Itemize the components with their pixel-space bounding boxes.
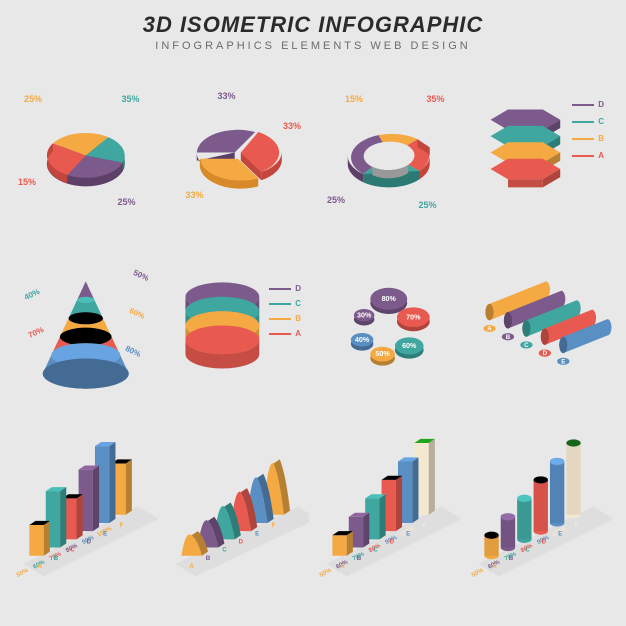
svg-text:F: F bbox=[423, 522, 427, 529]
svg-text:F: F bbox=[120, 522, 124, 529]
svg-text:50%: 50% bbox=[318, 567, 333, 579]
donut-label-3: 25% bbox=[327, 195, 345, 205]
svg-text:D: D bbox=[541, 538, 546, 545]
cyl-legend-D: D bbox=[295, 284, 301, 293]
cylinder-bars: F100%E90%D80%C70%B60%A50% bbox=[469, 420, 613, 610]
svg-text:E: E bbox=[406, 530, 410, 537]
donut-chart: 15% 35% 25% 25% bbox=[317, 66, 461, 235]
pie1-label-3: 15% bbox=[18, 177, 36, 187]
header: 3D ISOMETRIC INFOGRAPHIC INFOGRAPHICS EL… bbox=[0, 0, 626, 56]
main-title: 3D ISOMETRIC INFOGRAPHIC bbox=[0, 12, 626, 38]
svg-text:50%: 50% bbox=[375, 350, 390, 358]
pie2-label-1: 33% bbox=[283, 121, 301, 131]
svg-text:A: A bbox=[37, 563, 42, 570]
svg-text:B: B bbox=[357, 555, 362, 562]
donut-label-0: 15% bbox=[345, 94, 363, 104]
pie2-label-2: 33% bbox=[186, 190, 204, 200]
svg-text:A: A bbox=[340, 563, 345, 570]
svg-text:B: B bbox=[205, 555, 210, 562]
pie2-label-0: 33% bbox=[218, 91, 236, 101]
cyl-legend-B: B bbox=[295, 314, 301, 323]
svg-text:C: C bbox=[222, 547, 227, 554]
horizontal-tubes: A B C D E bbox=[469, 243, 613, 412]
svg-text:B: B bbox=[505, 334, 510, 341]
svg-text:B: B bbox=[508, 555, 513, 562]
svg-text:70%: 70% bbox=[406, 313, 421, 321]
svg-text:E: E bbox=[255, 530, 259, 537]
pie1-label-2: 25% bbox=[117, 197, 135, 207]
hex-legend-D: D bbox=[598, 100, 604, 109]
svg-text:60%: 60% bbox=[402, 342, 417, 350]
steps-3d: F100%E90%D80%C70%B60%A50% bbox=[317, 420, 461, 610]
donut-label-2: 25% bbox=[418, 200, 436, 210]
svg-text:50%: 50% bbox=[15, 567, 30, 579]
svg-text:A: A bbox=[487, 326, 492, 333]
hex-legend-C: C bbox=[598, 117, 604, 126]
svg-text:E: E bbox=[558, 530, 562, 537]
svg-text:C: C bbox=[70, 547, 75, 554]
svg-text:C: C bbox=[525, 547, 530, 554]
pie-chart-2: 33% 33% 33% bbox=[166, 66, 310, 235]
cone-chart: 50%40%60%70%80% bbox=[14, 243, 158, 412]
pie1-label-0: 25% bbox=[24, 94, 42, 104]
svg-text:D: D bbox=[87, 538, 92, 545]
cyl-legend-C: C bbox=[295, 299, 301, 308]
svg-text:B: B bbox=[54, 555, 59, 562]
subtitle: INFOGRAPHICS ELEMENTS WEB DESIGN bbox=[0, 40, 626, 52]
svg-text:D: D bbox=[542, 350, 547, 357]
cyl-legend-A: A bbox=[295, 329, 301, 338]
waves-3d: F E D C B A bbox=[166, 420, 310, 610]
svg-text:50%: 50% bbox=[470, 567, 485, 579]
svg-text:80%: 80% bbox=[382, 295, 397, 303]
svg-text:30%: 30% bbox=[357, 311, 372, 319]
svg-text:E: E bbox=[561, 358, 565, 365]
hex-legend-B: B bbox=[598, 134, 604, 143]
svg-text:A: A bbox=[189, 563, 194, 570]
svg-text:40%: 40% bbox=[355, 336, 370, 344]
pie1-label-1: 35% bbox=[121, 94, 139, 104]
hex-legend-A: A bbox=[598, 151, 604, 160]
hex-stack: DCBA bbox=[469, 66, 613, 235]
pie-chart-1: 25% 35% 25% 15% bbox=[14, 66, 158, 235]
svg-text:C: C bbox=[373, 547, 378, 554]
cylinder-stack: DCBA bbox=[166, 243, 310, 412]
bubble-pie: 80% 70% 60% 50% 40% 30% bbox=[317, 243, 461, 412]
svg-text:F: F bbox=[574, 522, 578, 529]
svg-text:D: D bbox=[390, 538, 395, 545]
donut-label-1: 35% bbox=[426, 94, 444, 104]
svg-text:C: C bbox=[524, 342, 529, 349]
charts-grid: 25% 35% 25% 15% 33% 33% 33% bbox=[0, 56, 626, 616]
svg-text:D: D bbox=[238, 538, 243, 545]
bars-3d-1: F100%E90%D80%C70%B60%A50% bbox=[14, 420, 158, 610]
svg-text:F: F bbox=[271, 522, 275, 529]
svg-text:A: A bbox=[492, 563, 497, 570]
svg-text:E: E bbox=[103, 530, 107, 537]
